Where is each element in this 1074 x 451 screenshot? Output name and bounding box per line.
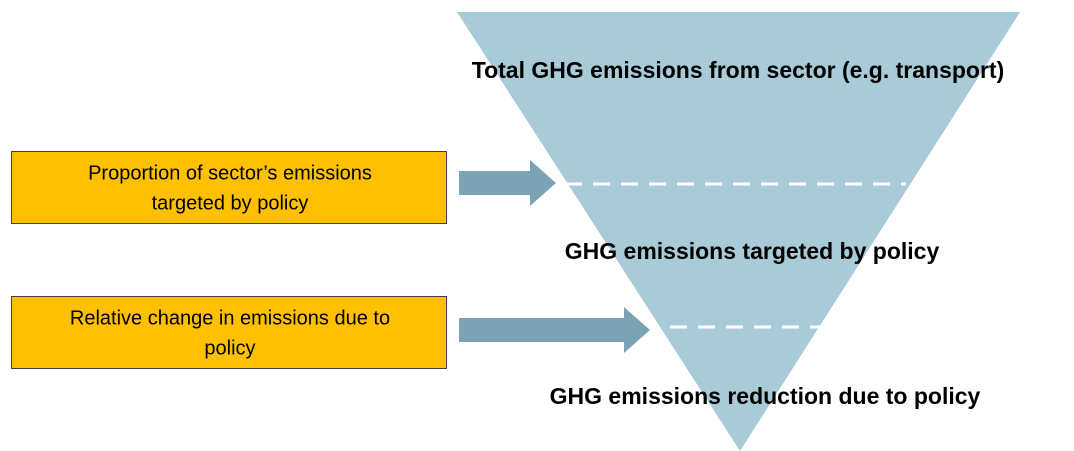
factor-text: targeted by policy [152,192,309,214]
factor-text: Proportion of sector’s emissions [88,162,372,184]
factor-text: policy [204,337,255,359]
level-label: Total GHG emissions from sector (e.g. tr… [472,57,1005,83]
arrow [459,160,556,206]
funnel [457,12,1020,451]
arrow [459,307,650,353]
factor-box [11,151,447,224]
level-label: GHG emissions targeted by policy [565,238,940,264]
factor-box [11,296,447,369]
factor-text: Relative change in emissions due to [70,307,390,329]
level-label: GHG emissions reduction due to policy [550,383,981,409]
